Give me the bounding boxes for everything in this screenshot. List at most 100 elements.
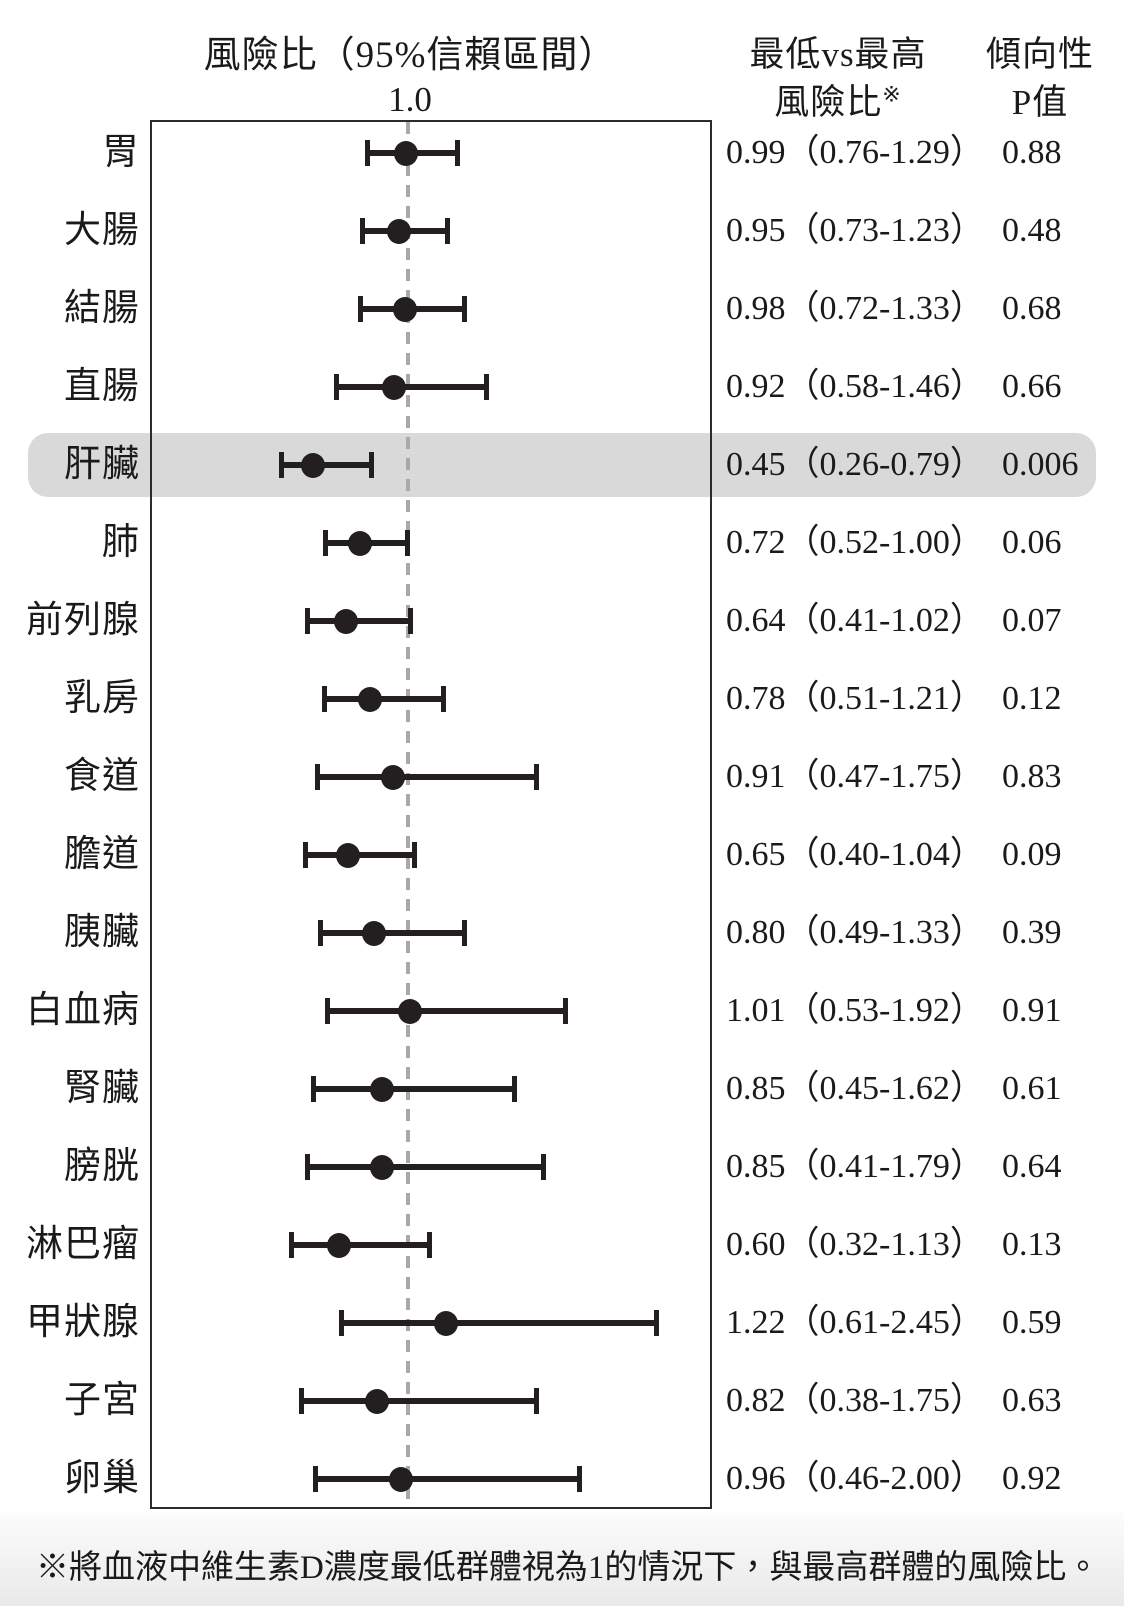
ci-whisker: [313, 1086, 515, 1092]
p-column-header-line1: 傾向性: [985, 35, 1094, 74]
p-value: 0.64: [1002, 1148, 1062, 1185]
ci-whisker: [320, 930, 465, 936]
hr-point: [389, 1467, 414, 1492]
hr-point: [382, 375, 407, 400]
ci-cap-left: [338, 1310, 344, 1336]
ci-cap-right: [368, 452, 374, 478]
ci-cap-left: [321, 686, 327, 712]
p-value: 0.48: [1002, 212, 1062, 249]
footnote: ※將血液中維生素D濃度最低群體視為1的情況下，與最高群體的風險比。: [36, 1550, 1100, 1586]
hr-value: 0.60（0.32-1.13）: [726, 1226, 984, 1263]
p-value: 0.09: [1002, 836, 1062, 873]
p-value: 0.88: [1002, 134, 1062, 171]
hr-point: [392, 297, 417, 322]
row-label: 胰臟: [64, 912, 140, 953]
p-value: 0.92: [1002, 1460, 1062, 1497]
ci-whisker: [306, 618, 412, 624]
hr-point: [358, 687, 383, 712]
hr-value: 1.01（0.53-1.92）: [726, 992, 984, 1029]
ci-cap-right: [441, 686, 447, 712]
row-label: 卵巢: [64, 1458, 140, 1499]
hr-value: 0.65（0.40-1.04）: [726, 836, 984, 873]
row-label: 大腸: [64, 210, 140, 251]
row-label: 膀胱: [64, 1146, 140, 1187]
row-label: 乳房: [64, 678, 140, 719]
hr-value: 0.64（0.41-1.02）: [726, 602, 984, 639]
ci-cap-right: [411, 842, 417, 868]
p-column-header-line2: P值: [1011, 83, 1069, 122]
ci-whisker: [315, 1476, 580, 1482]
ci-whisker: [304, 852, 415, 858]
p-value: 0.83: [1002, 758, 1062, 795]
ci-cap-left: [278, 452, 284, 478]
ci-cap-left: [364, 140, 370, 166]
hr-point: [380, 765, 405, 790]
hr-value: 0.92（0.58-1.46）: [726, 368, 984, 405]
p-value: 0.63: [1002, 1382, 1062, 1419]
figure-title: 風險比（95%信賴區間）: [203, 35, 617, 76]
p-value: 0.66: [1002, 368, 1062, 405]
hr-column-header-line1: 最低vs最高: [749, 35, 927, 74]
ref-value-label: 1.0: [388, 80, 432, 119]
ci-whisker: [301, 1398, 537, 1404]
ci-whisker: [306, 1164, 544, 1170]
p-value: 0.06: [1002, 524, 1062, 561]
ci-cap-left: [314, 764, 320, 790]
highlight-band: [28, 433, 1096, 497]
row-label: 胃: [102, 132, 140, 173]
ci-cap-right: [534, 764, 539, 790]
hr-value: 0.85（0.41-1.79）: [726, 1148, 984, 1185]
row-label: 膽道: [64, 834, 140, 875]
hr-value: 0.45（0.26-0.79）: [726, 446, 984, 483]
hr-value: 0.99（0.76-1.29）: [726, 134, 984, 171]
ci-cap-left: [333, 374, 339, 400]
reference-line: [406, 122, 410, 1507]
ci-cap-left: [304, 1154, 310, 1180]
row-label: 腎臟: [64, 1068, 140, 1109]
ci-cap-right: [540, 1154, 546, 1180]
row-label: 前列腺: [26, 600, 140, 641]
row-label: 白血病: [26, 990, 140, 1031]
hr-point: [365, 1389, 390, 1414]
hr-point: [361, 921, 386, 946]
ci-cap-left: [359, 218, 365, 244]
ci-whisker: [335, 384, 488, 390]
ci-cap-right: [484, 374, 490, 400]
hr-point: [347, 531, 372, 556]
ci-cap-right: [577, 1466, 582, 1492]
hr-value: 0.85（0.45-1.62）: [726, 1070, 984, 1107]
row-label: 食道: [64, 756, 140, 797]
ci-whisker: [291, 1242, 431, 1248]
ci-cap-left: [313, 1466, 319, 1492]
p-value: 0.39: [1002, 914, 1062, 951]
hr-value: 0.95（0.73-1.23）: [726, 212, 984, 249]
ci-whisker: [323, 696, 445, 702]
hr-point: [370, 1155, 395, 1180]
ci-cap-right: [461, 296, 467, 322]
hr-value: 0.78（0.51-1.21）: [726, 680, 984, 717]
ci-cap-right: [654, 1310, 660, 1336]
p-value: 0.68: [1002, 290, 1062, 327]
ci-whisker: [316, 774, 537, 780]
ci-cap-left: [311, 1076, 317, 1102]
ci-cap-right: [454, 140, 460, 166]
plot-frame: [150, 120, 712, 1509]
ci-cap-right: [534, 1388, 539, 1414]
row-label: 子宮: [64, 1380, 140, 1421]
hr-value: 0.96（0.46-2.00）: [726, 1460, 984, 1497]
ci-cap-left: [357, 296, 363, 322]
ci-cap-right: [405, 530, 410, 556]
ci-cap-right: [461, 920, 467, 946]
hr-value: 0.82（0.38-1.75）: [726, 1382, 984, 1419]
ci-cap-right: [427, 1232, 433, 1258]
ci-cap-left: [304, 608, 310, 634]
ci-whisker: [327, 1008, 567, 1014]
hr-point: [335, 843, 360, 868]
ci-cap-right: [511, 1076, 517, 1102]
hr-point: [387, 219, 412, 244]
ci-cap-left: [299, 1388, 305, 1414]
hr-point: [334, 609, 359, 634]
ci-cap-left: [325, 998, 331, 1024]
hr-point: [301, 453, 326, 478]
